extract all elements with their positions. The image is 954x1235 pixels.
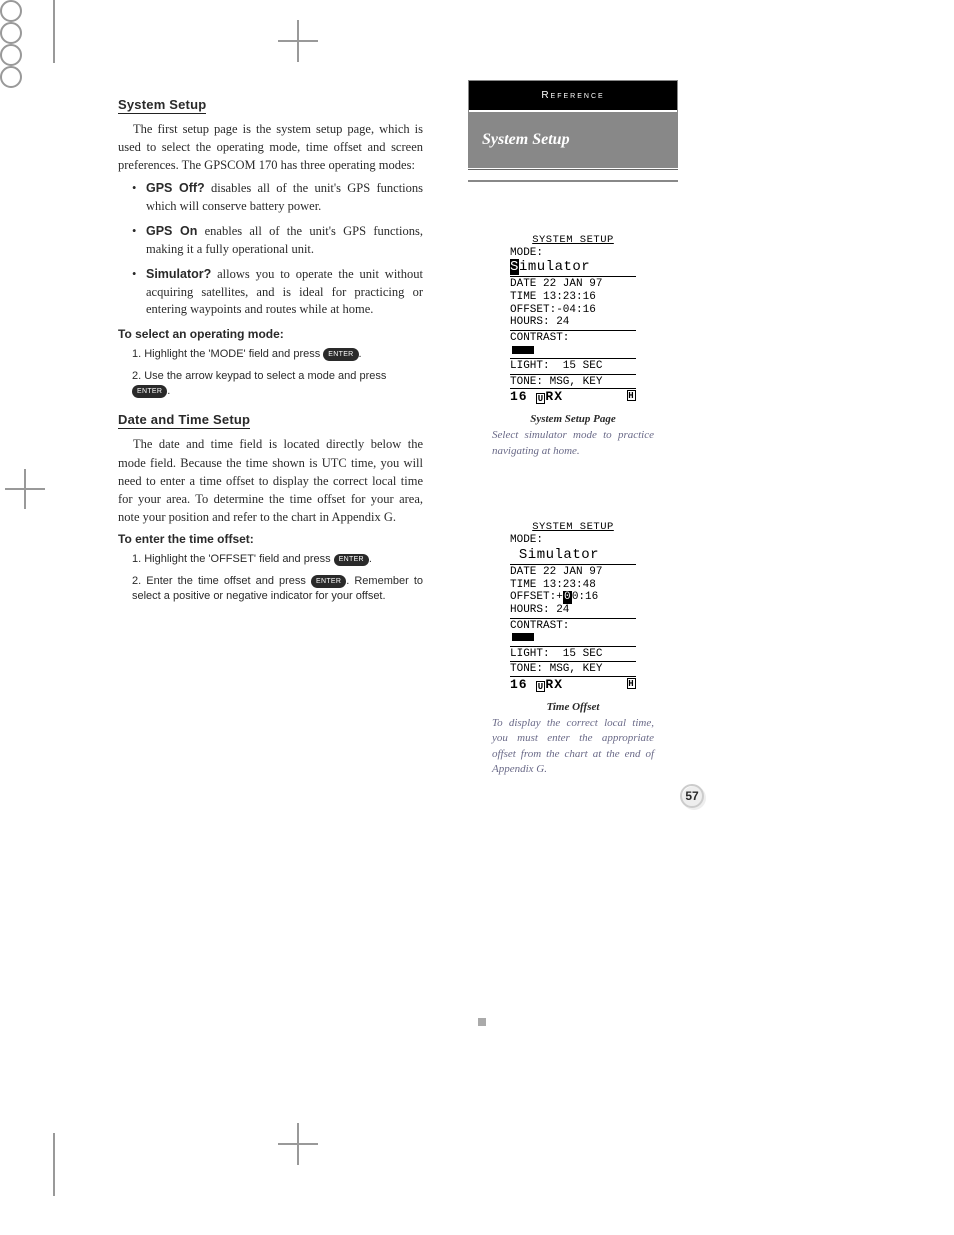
steps-list: 1. Highlight the 'MODE' field and press … bbox=[132, 347, 423, 399]
divider bbox=[468, 169, 678, 170]
lcd-row: LIGHT: 15 SEC bbox=[510, 648, 636, 661]
printer-mark bbox=[478, 1018, 486, 1026]
subheading: To select an operating mode: bbox=[118, 327, 423, 341]
lcd-row: CONTRAST: bbox=[510, 332, 636, 345]
lcd-row: DATE 22 JAN 97 bbox=[510, 566, 636, 579]
step-item: 2. Use the arrow keypad to select a mode… bbox=[132, 369, 423, 399]
step-item: 1. Highlight the 'MODE' field and press … bbox=[132, 347, 423, 362]
lcd-row: OFFSET:+00:16 bbox=[510, 591, 636, 604]
page-number-text: 57 bbox=[682, 789, 702, 803]
lcd-row: DATE 22 JAN 97 bbox=[510, 278, 636, 291]
lcd-header: SYSTEM SETUP bbox=[510, 234, 636, 246]
lcd-row: TONE: MSG, KEY bbox=[510, 376, 636, 389]
enter-button-icon: ENTER bbox=[323, 348, 358, 360]
list-lead: GPS Off? bbox=[146, 181, 205, 195]
registration-circle bbox=[0, 22, 22, 44]
lcd-row: MODE: bbox=[510, 534, 636, 547]
enter-button-icon: ENTER bbox=[132, 385, 167, 397]
body-paragraph: The first setup page is the system setup… bbox=[118, 120, 423, 174]
lcd-row: CONTRAST: bbox=[510, 620, 636, 633]
lcd-cursor: 0 bbox=[563, 591, 572, 604]
lcd-status-box: H bbox=[627, 390, 636, 401]
lcd-row: TIME 13:23:48 bbox=[510, 579, 636, 592]
registration-mark bbox=[278, 40, 318, 42]
list-lead: GPS On bbox=[146, 224, 197, 238]
list-item: Simulator? allows you to operate the uni… bbox=[136, 266, 423, 319]
section-heading: System Setup bbox=[118, 97, 206, 114]
reference-tab: Reference bbox=[469, 81, 677, 110]
figure-note: Select simulator mode to practice naviga… bbox=[468, 428, 678, 459]
main-text-column: System Setup The first setup page is the… bbox=[118, 80, 423, 611]
lcd-status-bar: 16 URXH bbox=[510, 676, 636, 693]
lcd-row: MODE: bbox=[510, 247, 636, 260]
registration-circle bbox=[0, 66, 22, 88]
page-title-tab: System Setup bbox=[469, 112, 677, 168]
lcd-mode-value: Simulator bbox=[510, 259, 636, 275]
enter-button-icon: ENTER bbox=[334, 554, 369, 566]
registration-mark bbox=[5, 488, 45, 490]
registration-circle bbox=[0, 44, 22, 66]
lcd-status-box: H bbox=[627, 678, 636, 689]
step-item: 2. Enter the time offset and press ENTER… bbox=[132, 574, 423, 604]
lcd-row: HOURS: 24 bbox=[510, 604, 636, 617]
mode-list: GPS Off? disables all of the unit's GPS … bbox=[136, 180, 423, 319]
lcd-row: LIGHT: 15 SEC bbox=[510, 360, 636, 373]
list-item: GPS On enables all of the unit's GPS fun… bbox=[136, 223, 423, 258]
crop-mark bbox=[53, 0, 55, 63]
sidebar-column: Reference System Setup SYSTEM SETUP MODE… bbox=[468, 80, 678, 778]
registration-mark bbox=[278, 1143, 318, 1145]
lcd-row: OFFSET:-04:16 bbox=[510, 304, 636, 317]
lcd-screenshot-2: SYSTEM SETUP MODE: Simulator DATE 22 JAN… bbox=[507, 519, 639, 695]
crop-mark bbox=[53, 1133, 55, 1196]
lcd-cursor: S bbox=[510, 259, 519, 275]
step-item: 1. Highlight the 'OFFSET' field and pres… bbox=[132, 552, 423, 567]
enter-button-icon: ENTER bbox=[311, 575, 346, 587]
lcd-status-bar: 16 URXH bbox=[510, 388, 636, 405]
lcd-mode-value: Simulator bbox=[510, 547, 636, 563]
subheading: To enter the time offset: bbox=[118, 532, 423, 546]
page-number: 57 bbox=[680, 784, 704, 808]
section-heading: Date and Time Setup bbox=[118, 412, 250, 429]
registration-circle bbox=[0, 0, 22, 22]
list-lead: Simulator? bbox=[146, 267, 211, 281]
figure-caption: System Setup Page bbox=[468, 413, 678, 425]
figure-note: To display the correct local time, you m… bbox=[468, 716, 678, 778]
lcd-row: HOURS: 24 bbox=[510, 316, 636, 329]
lcd-screenshot-1: SYSTEM SETUP MODE: Simulator DATE 22 JAN… bbox=[507, 232, 639, 408]
list-item: GPS Off? disables all of the unit's GPS … bbox=[136, 180, 423, 215]
lcd-row: TIME 13:23:16 bbox=[510, 291, 636, 304]
lcd-row: TONE: MSG, KEY bbox=[510, 663, 636, 676]
lcd-contrast-bar bbox=[510, 345, 636, 358]
figure-caption: Time Offset bbox=[468, 701, 678, 713]
lcd-contrast-bar bbox=[510, 632, 636, 645]
steps-list: 1. Highlight the 'OFFSET' field and pres… bbox=[132, 552, 423, 604]
body-paragraph: The date and time field is located direc… bbox=[118, 435, 423, 526]
lcd-header: SYSTEM SETUP bbox=[510, 521, 636, 533]
